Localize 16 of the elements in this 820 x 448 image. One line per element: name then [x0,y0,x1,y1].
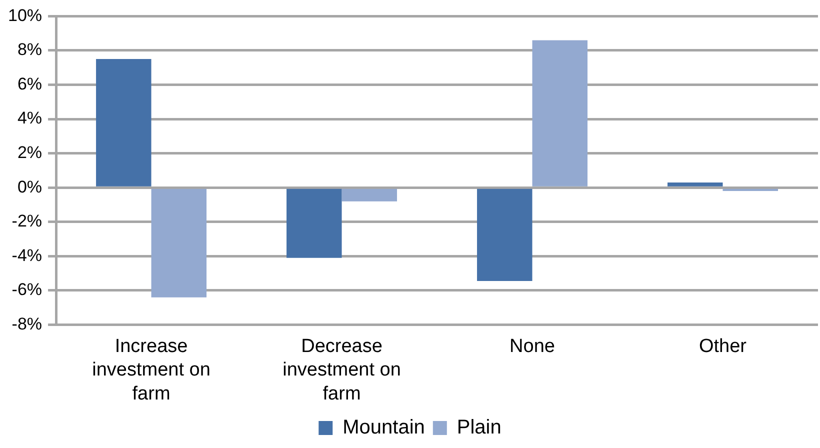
legend-label: Mountain [342,416,425,439]
x-tick-label: Increase investment on farm [92,336,210,404]
y-tick-label: 10% [8,6,42,25]
y-tick-label: 0% [17,177,42,196]
y-tick-label: 8% [17,40,42,60]
y-tick-label: -6% [12,280,42,300]
legend-label: Plain [456,416,502,439]
y-tick-label: 4% [17,108,42,128]
y-tick-label: 2% [17,143,42,162]
y-tick-label: -2% [12,212,42,231]
y-tick-label: -4% [12,246,42,265]
x-tick-label: Decrease investment on farm [282,336,401,404]
y-tick-label: -8% [12,314,42,334]
x-tick-label: Other [698,336,748,357]
y-tick-label: 6% [17,74,42,94]
x-tick-label: None [510,336,555,357]
